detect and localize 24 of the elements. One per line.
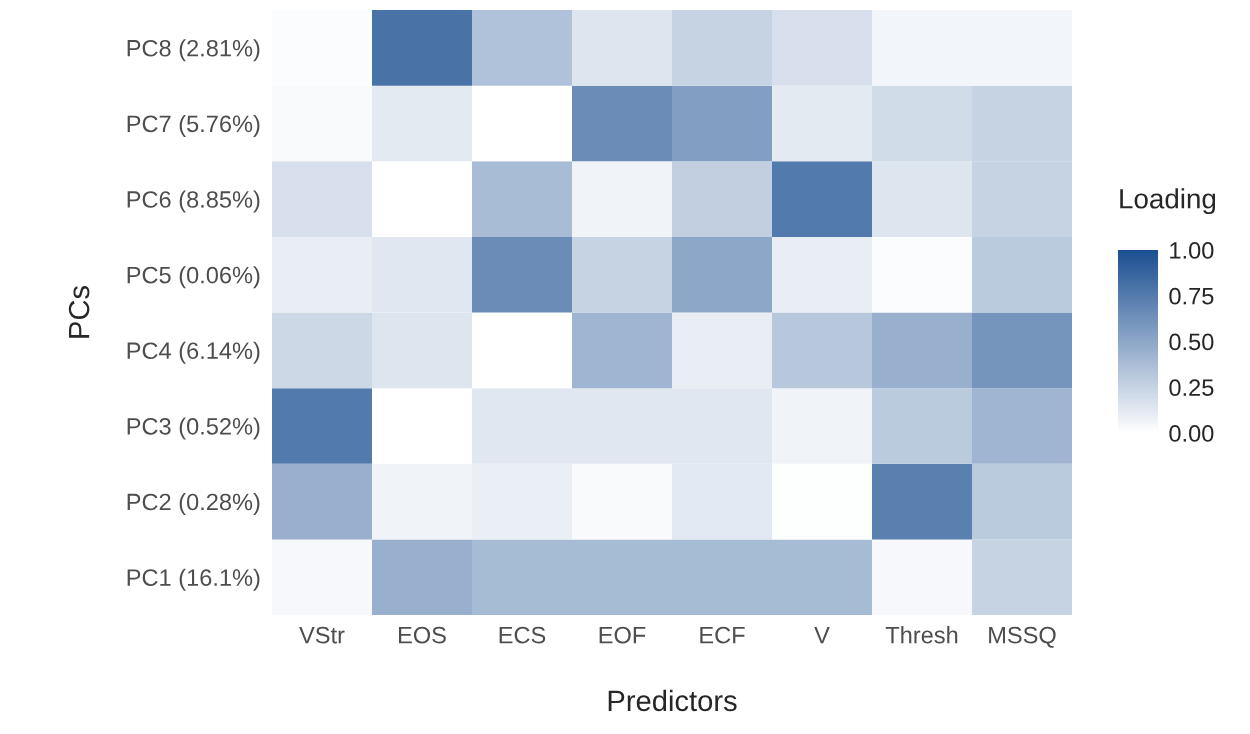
y-tick-label: PC8 (2.81%) [127, 39, 260, 62]
color-bar-label: 1.00 [1170, 242, 1214, 259]
x-tick-label: EOS [399, 626, 446, 644]
x-tick-label: ECF [700, 626, 745, 644]
y-tick-label: PC2 (0.28%) [127, 493, 260, 516]
y-tick-label: PC7 (5.76%) [127, 114, 260, 137]
color-bar-title: Loading [1120, 188, 1216, 215]
y-tick-label: PC6 (8.85%) [127, 190, 260, 213]
y-tick-label: PC1 (16.1%) [127, 568, 260, 591]
x-tick-label: MSSQ [989, 626, 1056, 648]
x-tick-label: Thresh [885, 626, 958, 644]
y-tick-label: PC5 (0.06%) [127, 266, 260, 289]
y-tick-label: PC4 (6.14%) [127, 341, 260, 364]
color-bar-label: 0.75 [1169, 287, 1214, 305]
x-tick-label: EOF [599, 626, 646, 644]
color-bar-label: 0.00 [1169, 425, 1214, 442]
color-bar-label: 0.25 [1169, 379, 1214, 397]
y-axis-title: PCs [68, 286, 90, 338]
x-tick-label: V [814, 626, 830, 644]
x-tick-label: VStr [299, 626, 345, 644]
x-axis-title: Predictors [608, 689, 737, 712]
color-bar-label: 0.50 [1169, 333, 1214, 351]
x-tick-label: ECS [499, 626, 546, 644]
y-tick-label: PC3 (0.52%) [127, 417, 260, 440]
